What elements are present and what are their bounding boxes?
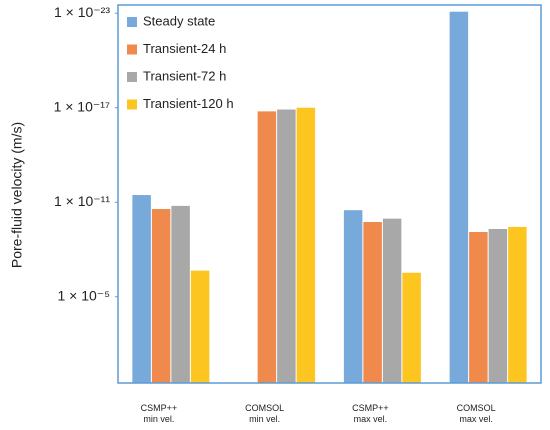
bar [363, 222, 382, 383]
bar [343, 210, 363, 383]
bar [488, 228, 508, 383]
legend-label: Transient-72 h [143, 68, 226, 83]
bar [277, 109, 296, 384]
legend-label: Steady state [143, 13, 215, 28]
y-tick-label: 1 × 10⁻¹⁷ [54, 98, 110, 114]
bar [382, 218, 402, 383]
legend-label: Transient-24 h [143, 41, 226, 56]
legend-swatch [127, 72, 137, 82]
y-axis-label: Pore-fluid velocity (m/s) [9, 122, 25, 268]
y-tick-label: 1 × 10⁻¹¹ [54, 193, 110, 209]
bar [508, 226, 527, 383]
bar [469, 232, 488, 383]
bar [132, 195, 151, 383]
bar [171, 205, 190, 383]
bar [257, 111, 277, 383]
y-tick-label: 1 × 10⁻⁵ [57, 287, 110, 303]
x-tick-label: CSMP++ min vel. [140, 403, 178, 424]
plot-frame [117, 4, 542, 384]
y-tick-label: 1 × 10⁻²³ [54, 4, 110, 20]
bar [190, 270, 210, 383]
legend-swatch [127, 44, 137, 55]
x-tick-label: COMSOL min vel. [245, 403, 285, 424]
x-tick-label: COMSOL max vel. [456, 403, 496, 424]
legend-swatch [127, 17, 137, 27]
bar [449, 11, 469, 383]
x-tick-label: CSMP++ max vel. [352, 403, 389, 424]
bar [296, 107, 316, 383]
legend-label: Transient-120 h [143, 96, 234, 111]
bar [151, 209, 171, 383]
bar [402, 272, 421, 383]
legend-swatch [127, 99, 137, 110]
